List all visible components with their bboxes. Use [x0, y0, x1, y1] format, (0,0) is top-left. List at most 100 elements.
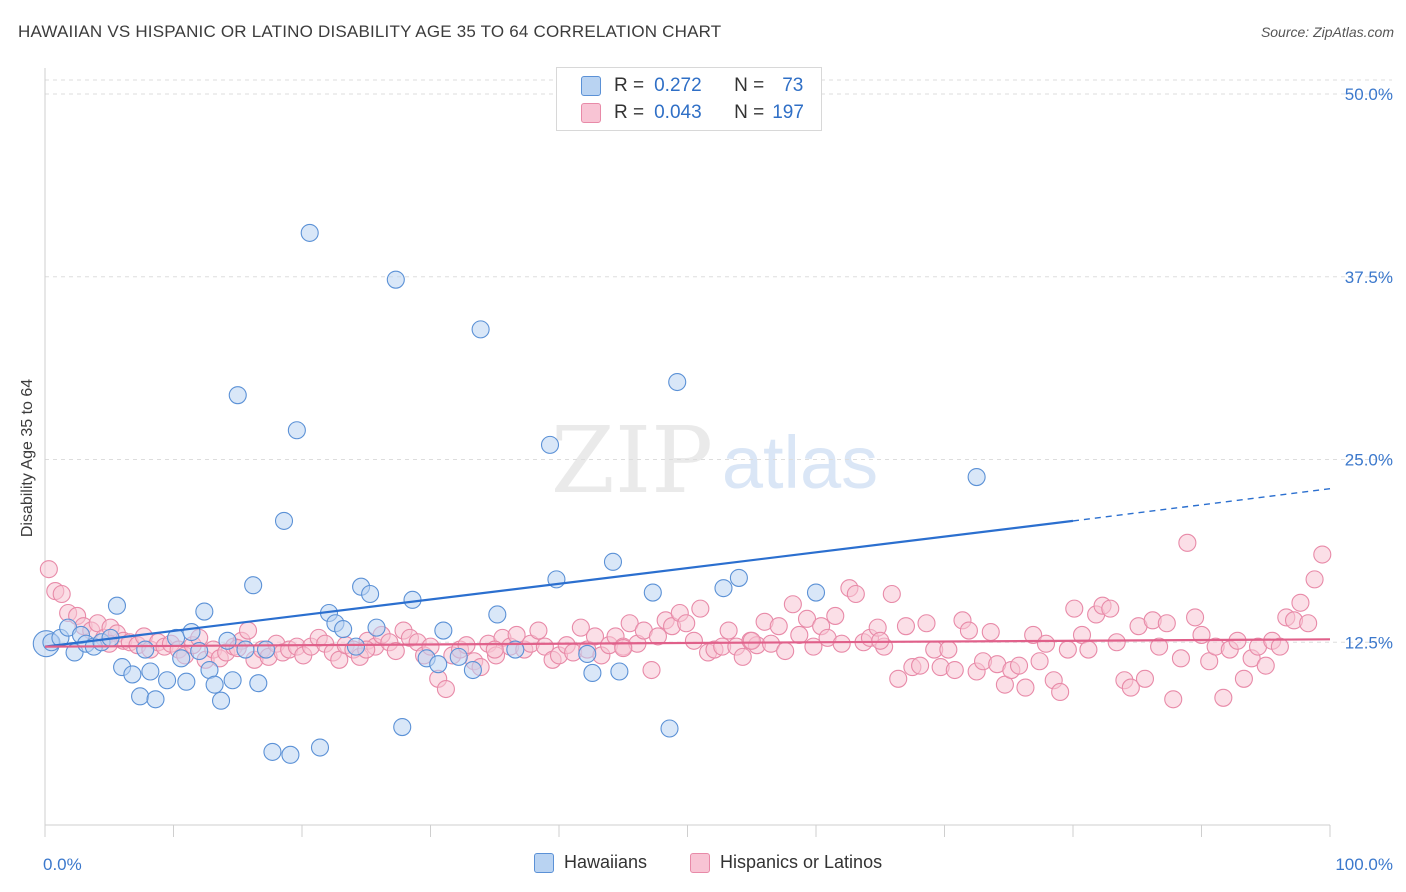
hispanic-point: [1016, 678, 1035, 697]
hawaiian-point: [223, 671, 242, 690]
hispanic-point: [1107, 633, 1126, 652]
gridlines: [45, 79, 1392, 643]
n-value-hispanics: 197: [772, 102, 804, 123]
hawaiian-point: [158, 671, 177, 690]
hispanic-point: [642, 660, 661, 680]
hawaiian-point: [806, 583, 826, 602]
hispanic-trend-line: [44, 638, 1331, 648]
hawaiian-point: [361, 584, 380, 604]
hispanic-point: [882, 584, 901, 604]
hispanic-point: [911, 656, 930, 675]
hispanic-point: [981, 622, 1000, 642]
n-label: N =: [734, 75, 765, 96]
hawaiian-point: [218, 631, 237, 650]
y-tick-label: 25.0%: [1345, 451, 1393, 470]
watermark-atlas: atlas: [722, 421, 878, 504]
hispanic-point: [896, 617, 916, 636]
hawaiian-point: [386, 270, 405, 289]
hispanic-point: [1186, 608, 1205, 627]
hawaiian-point: [195, 602, 214, 621]
hawaiian-point: [182, 622, 201, 642]
hawaiian-point: [274, 511, 294, 530]
trend-lines: [44, 488, 1331, 648]
hawaiian-point: [367, 618, 386, 637]
hispanic-point: [1030, 652, 1049, 671]
x-tick-labels: 0.0% 100.0%: [43, 855, 1393, 874]
hispanics-swatch: [581, 103, 601, 123]
legend-row-hispanics: R = 0.043 N = 197: [581, 101, 804, 125]
hispanic-point: [677, 614, 696, 633]
hawaiians-swatch: [581, 76, 601, 96]
source-credit: Source: ZipAtlas.com: [1260, 24, 1394, 40]
hawaiian-trend-extension: [1072, 488, 1331, 522]
hawaiian-point: [967, 467, 986, 487]
hawaiian-point: [471, 320, 490, 339]
hispanic-point: [529, 621, 548, 640]
r-value-hawaiians: 0.272: [654, 75, 702, 96]
hispanic-point: [733, 647, 752, 666]
hispanic-point: [797, 609, 817, 628]
hispanic-point: [959, 621, 978, 640]
hawaiian-point: [123, 665, 142, 684]
hispanic-point: [52, 584, 71, 604]
hispanic-point: [238, 621, 258, 640]
hispanic-point: [691, 599, 710, 618]
hawaiian-point: [172, 649, 191, 668]
hawaiian-points: [32, 223, 986, 764]
hispanic-point: [889, 669, 908, 688]
hispanic-point: [790, 625, 809, 644]
hispanic-point: [826, 606, 845, 625]
hispanic-point: [1178, 533, 1197, 552]
hawaiian-point: [488, 605, 507, 624]
hawaiian-point: [300, 223, 319, 242]
hispanic-point: [1058, 640, 1077, 659]
hispanic-point: [585, 627, 605, 646]
hispanic-point: [1256, 656, 1275, 675]
hispanic-point: [1234, 669, 1253, 688]
hawaiian-point: [449, 647, 468, 666]
watermark-zip: ZIP: [551, 407, 713, 514]
hispanic-point: [1214, 688, 1233, 707]
hispanic-point: [776, 641, 795, 661]
hispanic-point: [945, 660, 964, 680]
hawaiian-point: [429, 655, 448, 674]
hawaiian-point: [668, 372, 687, 392]
hispanics-legend-swatch: [690, 852, 710, 873]
hispanic-point: [1024, 625, 1043, 644]
chart-title: HAWAIIAN VS HISPANIC OR LATINO DISABILIT…: [18, 22, 722, 41]
legend-item-hispanics[interactable]: Hispanics or Latinos: [690, 852, 882, 873]
hispanic-point: [1313, 545, 1332, 564]
hawaiian-point: [244, 576, 263, 595]
hawaiian-point: [146, 690, 165, 709]
hispanic-point: [436, 679, 455, 699]
hispanic-point: [832, 634, 851, 653]
hispanics-legend-label: Hispanics or Latinos: [720, 852, 883, 872]
hawaiian-point: [346, 637, 366, 656]
hawaiian-point: [583, 663, 602, 683]
hispanic-point: [917, 614, 936, 633]
legend-item-hawaiians[interactable]: Hawaiians: [534, 852, 647, 873]
hawaiian-point: [603, 552, 623, 571]
hawaiian-trend-line: [44, 519, 1074, 648]
hawaiian-point: [136, 640, 155, 659]
r-value-hispanics: 0.043: [654, 102, 702, 123]
hawaiian-point: [131, 687, 150, 706]
hispanic-point: [1270, 637, 1289, 656]
hispanic-point: [1079, 640, 1098, 659]
y-tick-label: 50.0%: [1345, 85, 1393, 104]
hawaiian-point: [714, 579, 733, 598]
hispanic-point: [761, 634, 781, 653]
hispanic-point: [485, 640, 504, 659]
hawaiian-point: [211, 691, 231, 710]
hispanic-point: [846, 584, 865, 604]
watermark: ZIP atlas: [551, 407, 878, 514]
y-tick-label: 37.5%: [1345, 268, 1393, 287]
hawaiian-point: [177, 672, 196, 691]
hispanic-point: [571, 618, 590, 637]
hawaiian-point: [578, 644, 597, 663]
hispanic-point: [386, 641, 405, 661]
hawaiian-point: [393, 717, 412, 737]
y-tick-labels: 12.5% 25.0% 37.5% 50.0%: [1345, 85, 1393, 652]
hispanic-point: [1157, 614, 1176, 633]
hispanic-point: [1009, 656, 1029, 675]
